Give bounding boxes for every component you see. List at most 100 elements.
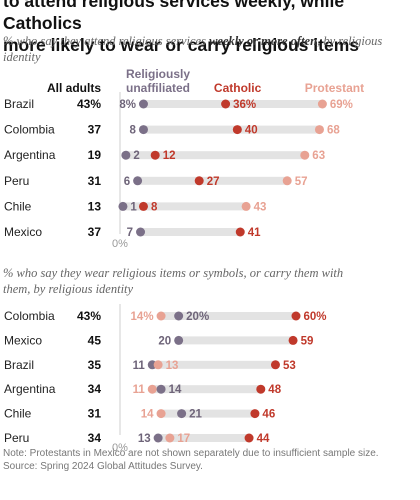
unaffiliated-dot — [138, 125, 148, 135]
protestant-dot — [317, 99, 327, 109]
unaffiliated-value-label: 8 — [130, 125, 137, 137]
protestant-dot — [300, 150, 310, 160]
all-adults-value: 43% — [77, 309, 101, 323]
country-label: Colombia — [4, 309, 55, 323]
title-line-2: more likely to wear or carry religious i… — [3, 35, 359, 55]
country-label: Brazil — [4, 97, 34, 111]
footnote: Note: Protestants in Mexico are not show… — [3, 448, 379, 459]
protestant-value-label: 69% — [330, 99, 353, 111]
protestant-value-label: 17 — [177, 433, 190, 445]
unaffiliated-value-label: 2 — [133, 150, 139, 162]
catholic-value-label: 27 — [207, 176, 220, 188]
unaffiliated-dot — [136, 227, 146, 237]
unaffiliated-value-label: 8% — [119, 99, 136, 111]
catholic-value-label: 60% — [304, 311, 327, 323]
country-label: Mexico — [4, 333, 42, 347]
unaffiliated-value-label: 11 — [133, 360, 146, 372]
catholic-value-label: 41 — [248, 227, 261, 239]
catholic-dot — [194, 176, 204, 186]
protestant-dot — [314, 125, 324, 135]
range-bar — [158, 434, 250, 442]
unaffiliated-dot — [156, 384, 166, 394]
chart-2-subtitle: % who say they wear religious items or s… — [3, 265, 403, 297]
unaffiliated-dot — [153, 433, 163, 443]
catholic-value-label: 36% — [233, 99, 256, 111]
country-label: Chile — [4, 407, 32, 421]
protestant-value-label: 57 — [295, 176, 308, 188]
catholic-dot — [221, 99, 231, 109]
title-line-1: to attend religious services weekly, whi… — [3, 0, 345, 33]
unaffiliated-value-label: 13 — [138, 433, 151, 445]
all-adults-value: 19 — [88, 148, 102, 162]
all-adults-value: 35 — [88, 358, 102, 372]
range-bar — [137, 176, 288, 185]
chart-1-subtitle: % who say they attend religious services… — [3, 33, 403, 65]
catholic-dot — [250, 409, 260, 419]
catholic-dot — [291, 311, 301, 321]
catholic-value-label: 44 — [257, 433, 270, 445]
header-all-adults: All adults — [47, 81, 101, 95]
unaffiliated-value-label: 1 — [130, 201, 137, 213]
range-bar — [152, 360, 276, 369]
catholic-dot — [235, 227, 245, 237]
unaffiliated-value-label: 14 — [169, 384, 182, 396]
header-unaffiliated-line-2: unaffiliated — [126, 81, 190, 95]
catholic-value-label: 46 — [262, 409, 275, 421]
unaffiliated-value-label: 20 — [158, 335, 171, 347]
unaffiliated-dot — [177, 409, 187, 419]
subtitle-1-pre: % who say they attend religious services — [3, 34, 210, 48]
catholic-value-label: 8 — [151, 201, 158, 213]
source-note: Source: Spring 2024 Global Attitudes Sur… — [3, 461, 203, 472]
country-label: Peru — [4, 431, 29, 445]
catholic-dot — [138, 201, 148, 211]
protestant-dot — [282, 176, 292, 186]
protestant-value-label: 11 — [133, 384, 146, 396]
all-adults-value: 37 — [88, 123, 102, 137]
country-label: Argentina — [4, 148, 56, 162]
protestant-dot — [165, 433, 175, 443]
range-bar — [161, 312, 296, 320]
country-label: Argentina — [4, 382, 56, 396]
protestant-value-label: 63 — [312, 150, 325, 162]
unaffiliated-dot — [138, 99, 148, 109]
range-bar — [161, 409, 255, 418]
catholic-dot — [244, 433, 254, 443]
all-adults-value: 31 — [88, 407, 102, 421]
catholic-value-label: 12 — [163, 150, 176, 162]
country-label: Peru — [4, 174, 29, 188]
all-adults-value: 45 — [88, 333, 102, 347]
unaffiliated-value-label: 21 — [189, 409, 202, 421]
all-adults-value: 37 — [88, 225, 102, 239]
range-bar — [122, 202, 247, 211]
zero-axis-label: 0% — [112, 442, 128, 454]
unaffiliated-dot — [121, 150, 131, 160]
unaffiliated-value-label: 20% — [186, 311, 209, 323]
header-unaffiliated-line-1: Religiously — [126, 67, 190, 81]
catholic-value-label: 48 — [268, 384, 281, 396]
protestant-value-label: 43 — [254, 201, 267, 213]
country-label: Colombia — [4, 123, 55, 137]
all-adults-value: 34 — [88, 382, 102, 396]
protestant-dot — [156, 409, 166, 419]
range-bar — [125, 151, 305, 160]
range-bar — [178, 336, 294, 345]
protestant-dot — [241, 201, 251, 211]
catholic-dot — [256, 384, 266, 394]
unaffiliated-dot — [174, 311, 184, 321]
header-catholic: Catholic — [214, 81, 262, 95]
protestant-value-label: 13 — [166, 360, 179, 372]
subtitle-2-line-2: them, by religious identity — [3, 282, 134, 296]
protestant-value-label: 14 — [141, 409, 154, 421]
country-label: Chile — [4, 199, 32, 213]
protestant-dot — [147, 384, 157, 394]
unaffiliated-dot — [174, 335, 184, 345]
range-bar — [143, 100, 323, 108]
catholic-dot — [232, 125, 242, 135]
unaffiliated-dot — [133, 176, 143, 186]
range-bar — [152, 385, 261, 394]
country-label: Brazil — [4, 358, 34, 372]
unaffiliated-dot — [118, 201, 128, 211]
protestant-value-label: 68 — [327, 125, 340, 137]
country-label: Mexico — [4, 225, 42, 239]
